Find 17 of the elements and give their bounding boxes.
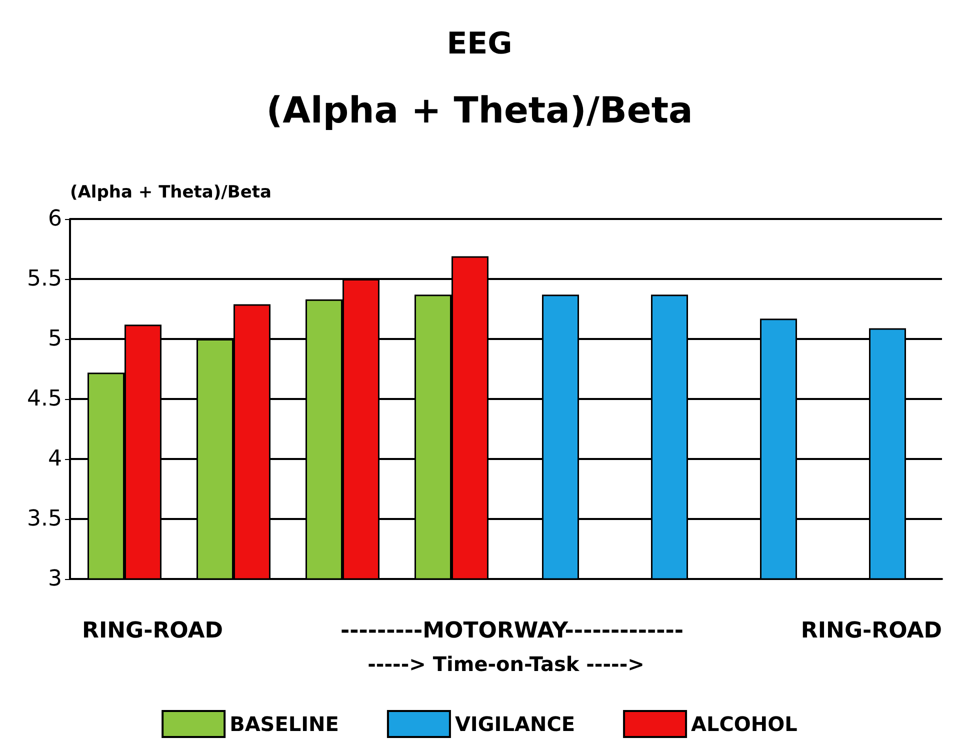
chart-title: EEG [446,26,512,62]
y-axis-title: (Alpha + Theta)/Beta [70,182,272,202]
y-tick-label: 4.5 [27,386,62,412]
chart-subtitle: (Alpha + Theta)/Beta [266,90,693,132]
x-axis-title: -----> Time-on-Task -----> [368,652,644,676]
y-tick-label: 5.5 [27,266,62,292]
y-tick-label: 5 [48,326,62,352]
y-tick-label: 6 [48,206,62,232]
legend-label: VIGILANCE [454,712,576,736]
legend-label: ALCOHOL [691,712,798,736]
text: RING-ROAD [800,618,942,644]
legend-label: BASELINE [230,712,339,736]
text: ---------MOTORWAY------------- [340,618,684,644]
y-tick-label: 3 [48,566,62,592]
text: RING-ROAD [82,618,224,644]
y-tick-label: 4 [48,446,62,472]
y-tick-label: 3.5 [27,506,62,532]
